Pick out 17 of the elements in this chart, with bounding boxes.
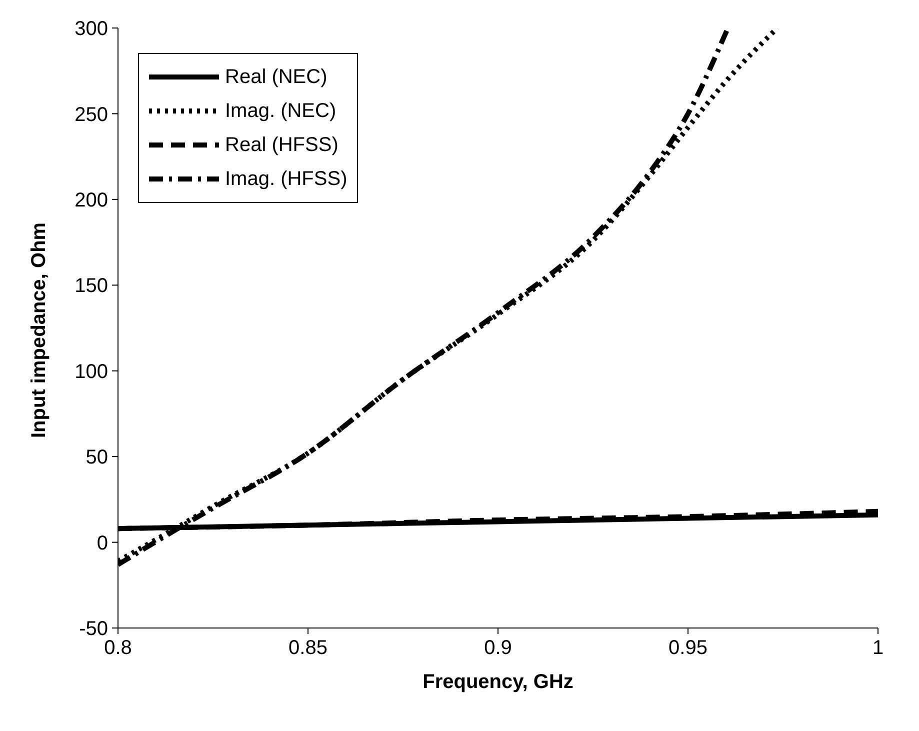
legend-label: Real (NEC)	[225, 65, 328, 90]
y-tick-label: 150	[74, 275, 108, 298]
y-tick-label: 300	[74, 18, 108, 40]
y-tick-label: 0	[96, 532, 108, 554]
legend-label: Real (HFSS)	[225, 133, 338, 158]
y-tick-label: 200	[74, 190, 108, 212]
legend-label: Imag. (HFSS)	[225, 167, 348, 192]
x-tick-label: 0.9	[484, 637, 512, 660]
y-tick-label: 50	[86, 446, 108, 469]
legend-label: Imag. (NEC)	[225, 99, 336, 124]
x-tick-label: 1	[872, 637, 884, 660]
x-axis-title: Frequency, GHz	[422, 671, 574, 693]
y-tick-label: 100	[74, 360, 108, 383]
x-tick-label: 0.95	[668, 637, 708, 660]
y-axis-title: Input impedance, Ohm	[28, 222, 50, 438]
y-tick-label: 250	[74, 104, 108, 126]
x-tick-label: 0.85	[288, 637, 328, 660]
